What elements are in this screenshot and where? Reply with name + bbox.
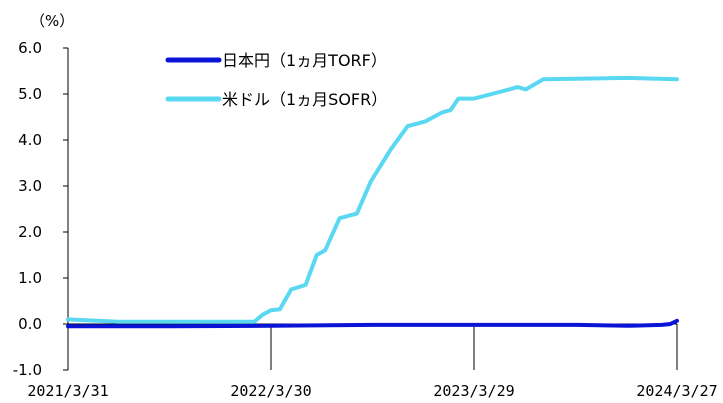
y-tick-label: 2.0 [18, 223, 42, 241]
x-tick-label: 2023/3/29 [433, 382, 514, 400]
y-tick-label: 1.0 [18, 269, 42, 287]
legend: 日本円（1ヵ月TORF） 米ドル（1ヵ月SOFR） [165, 51, 387, 109]
legend-label: 米ドル（1ヵ月SOFR） [222, 90, 387, 109]
x-tick-label: 2021/3/31 [27, 382, 108, 400]
series-line-jpy-torf [66, 318, 679, 329]
series-line-usd-sofr [66, 75, 679, 324]
legend-label: 日本円（1ヵ月TORF） [222, 51, 387, 70]
y-tick-label: 3.0 [18, 177, 42, 195]
y-axis-unit-label: （%） [30, 12, 74, 30]
y-tick-label: 6.0 [18, 39, 42, 57]
y-tick-label: -1.0 [13, 361, 42, 379]
y-tick-label: 4.0 [18, 131, 42, 149]
x-tick-label: 2022/3/30 [230, 382, 311, 400]
x-tick-label: 2024/3/27 [636, 382, 717, 400]
y-tick-label: 0.0 [18, 315, 42, 333]
series-lines [66, 75, 679, 329]
y-tick-label: 5.0 [18, 85, 42, 103]
